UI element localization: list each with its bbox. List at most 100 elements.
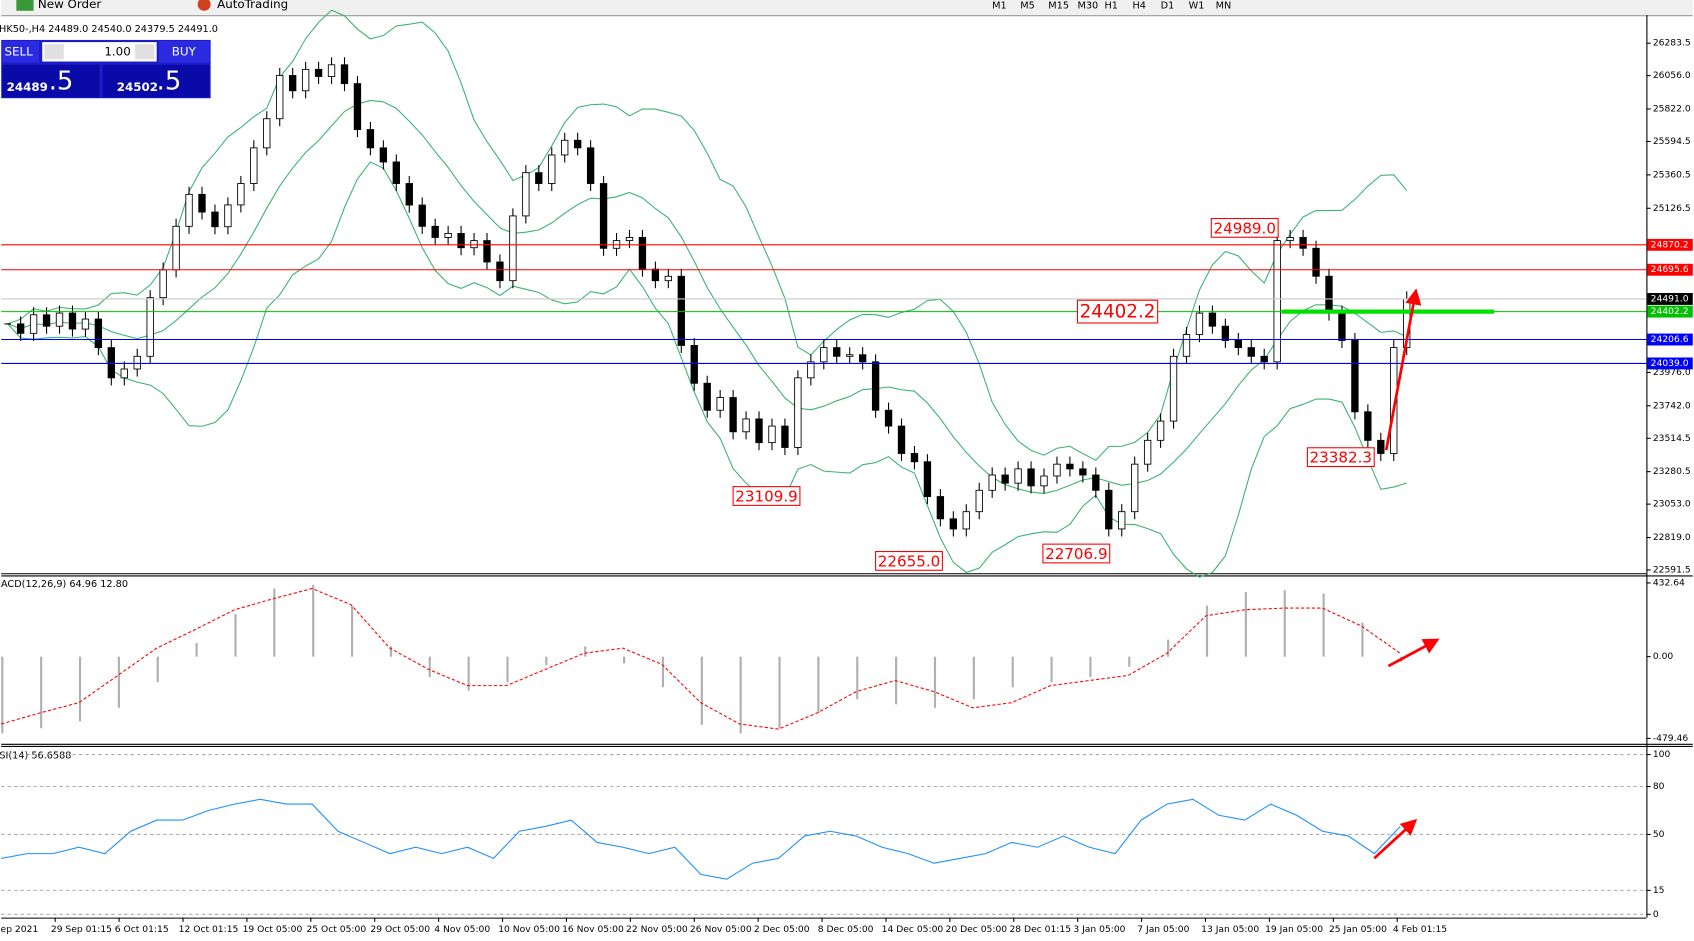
- candle-body: [703, 382, 711, 411]
- sell-label[interactable]: SELL: [4, 44, 33, 58]
- y-tick-label: 25822.0: [1653, 104, 1691, 115]
- candle-body: [237, 183, 245, 206]
- candle-body: [263, 118, 271, 149]
- candle-body: [858, 354, 867, 363]
- macd-signal: [1, 587, 1401, 730]
- macd-bar: [234, 614, 237, 657]
- time-label: 2 Dec 05:00: [754, 924, 810, 935]
- y-tick-label: 80: [1653, 781, 1665, 792]
- annotation-box: [1306, 447, 1375, 468]
- y-tick-label: 432.64: [1653, 577, 1685, 588]
- candle-body: [1377, 439, 1385, 454]
- macd-bar: [156, 656, 159, 683]
- bid-box[interactable]: [2, 64, 100, 98]
- y-tick-label: 0.00: [1653, 651, 1674, 662]
- candle-body: [1312, 247, 1320, 277]
- candle-body: [146, 297, 154, 357]
- timeframe-button[interactable]: MN: [1216, 0, 1232, 11]
- annotation-box: [1210, 217, 1279, 238]
- lot-up[interactable]: [135, 44, 155, 60]
- time-label: 13 Jan 05:00: [1201, 924, 1259, 935]
- price-tag-label: 24491.0: [1651, 293, 1689, 304]
- buy-button[interactable]: [158, 41, 210, 63]
- time-label: 16 Nov 05:00: [562, 924, 624, 935]
- buy-label[interactable]: BUY: [172, 44, 197, 58]
- rsi-title: RSI(14) 56.6588: [0, 751, 71, 762]
- y-tick-label: 100: [1653, 749, 1671, 760]
- timeframe-button[interactable]: D1: [1161, 0, 1175, 11]
- ask-box[interactable]: [102, 64, 210, 98]
- timeframe-button[interactable]: M15: [1048, 0, 1069, 11]
- macd-bar: [817, 656, 820, 713]
- macd-bar: [389, 646, 392, 657]
- candle-body: [561, 139, 569, 156]
- macd-bar: [972, 656, 975, 700]
- macd-bar: [661, 656, 665, 688]
- y-tick-label: 23514.5: [1653, 433, 1691, 444]
- timeframe-button[interactable]: M30: [1077, 0, 1098, 11]
- time-label: 26 Nov 05:00: [690, 924, 752, 935]
- time-label: 25 Oct 05:00: [306, 924, 366, 935]
- timeframe-button[interactable]: W1: [1189, 0, 1205, 11]
- y-tick-label: 22819.0: [1653, 532, 1691, 543]
- candle-body: [340, 64, 349, 85]
- price-annotation: 23109.9: [735, 488, 797, 506]
- lot-value[interactable]: 1.00: [104, 44, 130, 58]
- lot-down[interactable]: [44, 44, 64, 60]
- time-label: 14 Dec 05:00: [882, 924, 944, 935]
- time-label: 4 Feb 01:15: [1393, 924, 1447, 935]
- timeframe-button[interactable]: H4: [1133, 0, 1146, 11]
- y-tick-label: 25126.5: [1653, 203, 1691, 214]
- candle-body: [884, 409, 893, 427]
- candle-body: [897, 425, 906, 454]
- macd-bar: [428, 656, 431, 678]
- candle-body: [1247, 347, 1255, 357]
- y-tick-label: 26283.5: [1653, 38, 1691, 49]
- candle-body: [1338, 312, 1346, 341]
- candle-body: [794, 377, 802, 448]
- autotrading-button[interactable]: AutoTrading: [217, 0, 288, 11]
- price-annotation: 22655.0: [878, 552, 940, 570]
- macd-bar: [584, 646, 587, 657]
- arrow: [1387, 638, 1440, 668]
- arrow: [1384, 288, 1422, 451]
- candle-body: [846, 354, 854, 357]
- candle-body: [172, 225, 180, 271]
- candle-body: [1169, 355, 1178, 422]
- candle-body: [586, 147, 595, 184]
- timeframe-button[interactable]: M5: [1020, 0, 1035, 11]
- candle-body: [1066, 463, 1074, 470]
- annotation-box: [732, 486, 801, 506]
- candle-body: [742, 418, 750, 433]
- candle-body: [638, 237, 647, 270]
- macd-bar: [78, 656, 82, 722]
- candle-body: [1014, 468, 1022, 484]
- candle-body: [211, 211, 219, 228]
- lot-input[interactable]: [42, 42, 157, 62]
- candle-body: [1053, 463, 1061, 477]
- candle-body: [1182, 334, 1191, 357]
- price-tag-label: 24402.2: [1651, 306, 1689, 317]
- timeframe-button[interactable]: M1: [992, 0, 1007, 11]
- y-tick-label: 22591.5: [1653, 564, 1691, 575]
- new-order-button[interactable]: New Order: [38, 0, 101, 11]
- sell-button[interactable]: [2, 41, 39, 63]
- candle-body: [871, 361, 880, 411]
- y-tick-label: 23976.0: [1653, 367, 1691, 378]
- macd-bar: [623, 656, 626, 664]
- candle-body: [185, 193, 193, 227]
- price-annotation: 22706.9: [1045, 545, 1107, 563]
- candle-body: [651, 268, 660, 282]
- y-tick-label: 15: [1653, 885, 1665, 896]
- macd-bar: [933, 656, 937, 708]
- ask-main: 24502: [117, 80, 158, 94]
- candle-body: [379, 147, 388, 163]
- price-tag: [1647, 305, 1693, 318]
- macd-bar: [739, 656, 742, 734]
- new-order-icon[interactable]: [16, 0, 34, 11]
- autotrading-icon[interactable]: [197, 0, 211, 11]
- timeframe-button[interactable]: H1: [1104, 0, 1117, 11]
- candle-body: [962, 511, 970, 530]
- price-annotation: 24402.2: [1080, 302, 1156, 323]
